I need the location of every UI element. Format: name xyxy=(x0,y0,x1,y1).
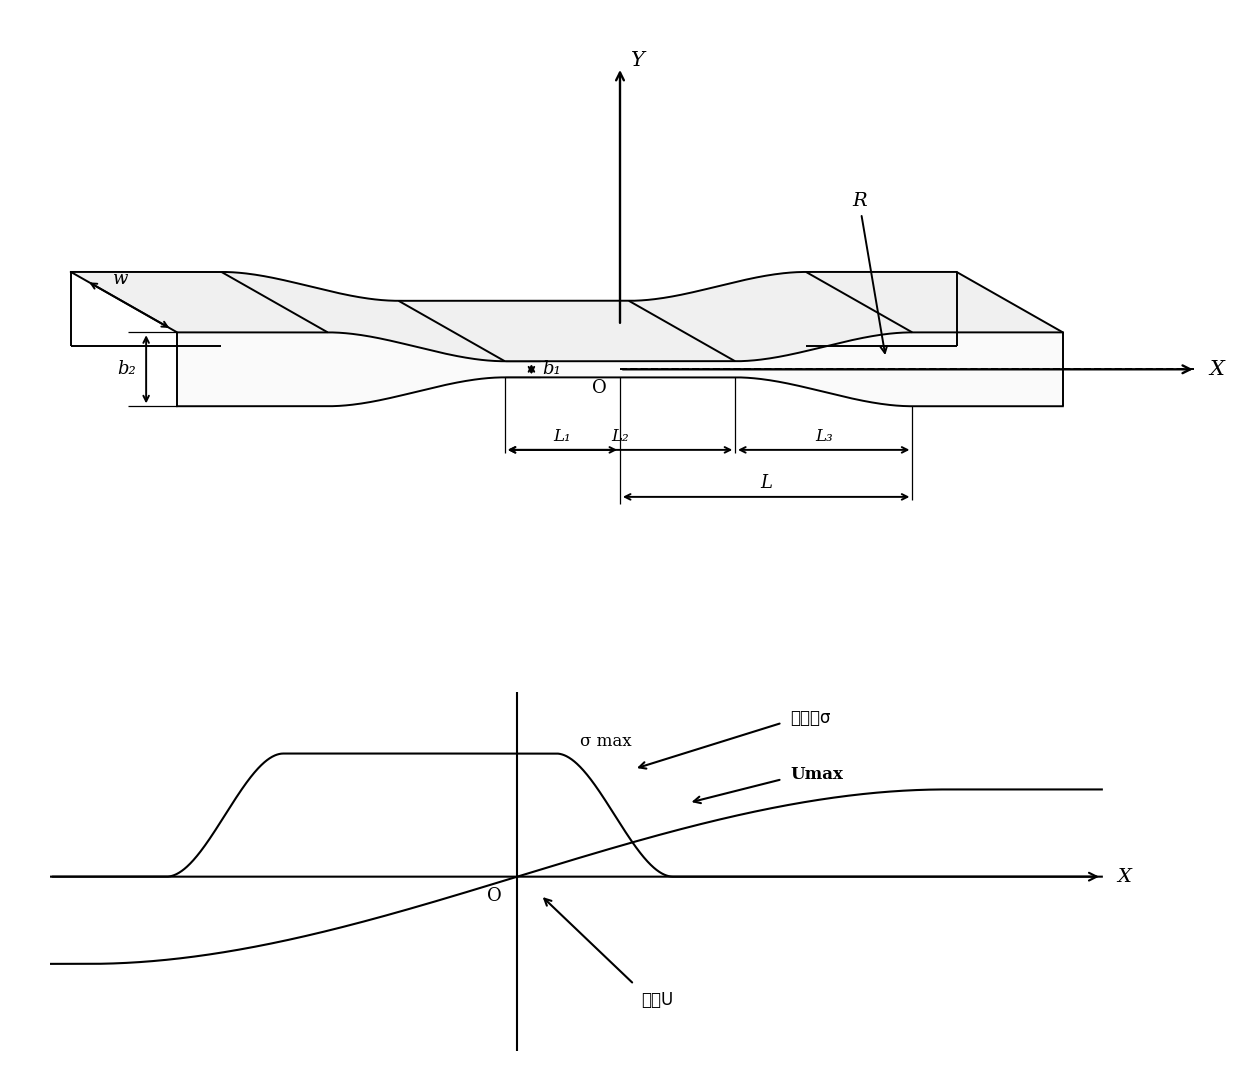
Text: L₃: L₃ xyxy=(815,428,832,444)
Text: 应力幅σ: 应力幅σ xyxy=(790,708,831,727)
Text: w: w xyxy=(113,271,128,288)
Text: X: X xyxy=(1117,867,1131,886)
Text: b₂: b₂ xyxy=(117,361,135,378)
Text: O: O xyxy=(591,379,606,397)
Text: 位移U: 位移U xyxy=(641,991,673,1008)
Polygon shape xyxy=(177,332,1063,406)
Text: R: R xyxy=(852,193,887,353)
Text: L: L xyxy=(760,473,773,492)
Text: Y: Y xyxy=(631,51,645,70)
Text: L₂: L₂ xyxy=(611,428,629,444)
Text: Umax: Umax xyxy=(790,766,843,783)
Text: X: X xyxy=(1209,360,1224,379)
Text: L₁: L₁ xyxy=(553,428,572,444)
Text: σ max: σ max xyxy=(579,733,631,749)
Polygon shape xyxy=(71,272,1063,362)
Text: b₁: b₁ xyxy=(542,361,560,378)
Text: O: O xyxy=(487,887,502,905)
